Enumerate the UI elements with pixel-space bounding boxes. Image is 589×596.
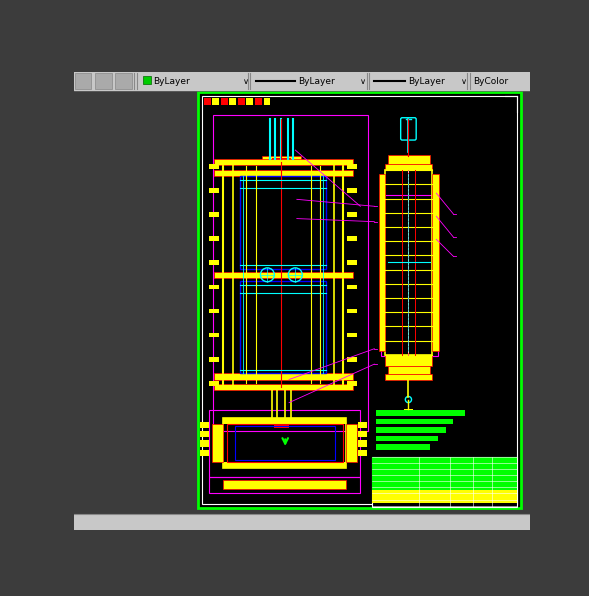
Bar: [376, 419, 454, 424]
Bar: [263, 98, 270, 105]
Bar: [223, 418, 346, 424]
Bar: [209, 260, 219, 265]
Bar: [227, 424, 343, 462]
Text: ByLayer: ByLayer: [299, 77, 335, 86]
Bar: [388, 367, 430, 374]
Bar: [385, 170, 432, 355]
Bar: [272, 158, 290, 162]
Bar: [221, 98, 228, 105]
Bar: [201, 96, 517, 504]
Bar: [385, 355, 432, 367]
Bar: [209, 236, 219, 241]
Bar: [372, 491, 517, 496]
Bar: [358, 422, 368, 428]
Text: ByLayer: ByLayer: [154, 77, 190, 86]
Bar: [209, 477, 360, 493]
Bar: [379, 174, 385, 351]
Bar: [432, 174, 439, 351]
Bar: [198, 92, 521, 508]
FancyBboxPatch shape: [401, 118, 416, 140]
Bar: [214, 159, 353, 166]
Bar: [376, 427, 446, 433]
Bar: [200, 422, 209, 428]
Bar: [213, 116, 368, 431]
Bar: [347, 333, 358, 337]
Text: ByColor: ByColor: [473, 77, 508, 86]
Text: ∨: ∨: [360, 77, 366, 86]
Bar: [346, 424, 358, 462]
Bar: [200, 449, 209, 456]
Bar: [223, 480, 346, 489]
Bar: [347, 188, 358, 193]
Bar: [358, 431, 368, 437]
Bar: [200, 431, 209, 437]
Bar: [115, 73, 132, 89]
Bar: [223, 462, 346, 468]
Bar: [347, 309, 358, 313]
Bar: [347, 164, 358, 169]
Bar: [209, 410, 360, 477]
Bar: [235, 426, 335, 460]
Bar: [209, 188, 219, 193]
Bar: [240, 176, 326, 269]
Bar: [376, 410, 465, 416]
Text: ∨: ∨: [461, 77, 467, 86]
Bar: [213, 98, 219, 105]
Bar: [209, 309, 219, 313]
Bar: [209, 357, 219, 362]
Bar: [385, 374, 432, 380]
Bar: [209, 284, 219, 289]
Bar: [214, 373, 353, 380]
Bar: [255, 98, 262, 105]
Bar: [209, 164, 219, 169]
Bar: [74, 72, 530, 91]
Bar: [372, 475, 517, 484]
Bar: [262, 156, 301, 164]
Bar: [223, 418, 346, 468]
Bar: [347, 212, 358, 217]
Bar: [214, 170, 353, 176]
Bar: [95, 73, 111, 89]
Text: ByLayer: ByLayer: [408, 77, 445, 86]
Bar: [347, 357, 358, 362]
Bar: [372, 465, 517, 475]
Bar: [209, 381, 219, 386]
Bar: [404, 409, 413, 412]
Bar: [381, 195, 438, 356]
Bar: [358, 440, 368, 446]
Bar: [372, 496, 517, 502]
Bar: [347, 236, 358, 241]
Bar: [388, 155, 430, 164]
Bar: [214, 272, 353, 278]
Bar: [209, 333, 219, 337]
Bar: [229, 98, 236, 105]
Bar: [214, 384, 353, 390]
Bar: [385, 164, 432, 170]
Bar: [74, 515, 530, 530]
Text: ∨: ∨: [243, 77, 249, 86]
Bar: [246, 98, 253, 105]
Bar: [267, 418, 295, 424]
Bar: [240, 281, 326, 373]
Bar: [204, 98, 211, 105]
Bar: [372, 457, 517, 507]
Bar: [200, 440, 209, 446]
Bar: [358, 449, 368, 456]
Bar: [75, 73, 91, 89]
Bar: [376, 444, 430, 449]
Bar: [143, 76, 151, 84]
Bar: [347, 284, 358, 289]
Bar: [372, 457, 517, 465]
Bar: [387, 253, 431, 272]
Bar: [372, 484, 517, 491]
Bar: [347, 260, 358, 265]
Bar: [209, 212, 219, 217]
Bar: [347, 381, 358, 386]
Bar: [238, 98, 245, 105]
Bar: [213, 424, 223, 462]
Bar: [223, 162, 343, 387]
Bar: [376, 436, 438, 441]
Bar: [273, 423, 289, 428]
